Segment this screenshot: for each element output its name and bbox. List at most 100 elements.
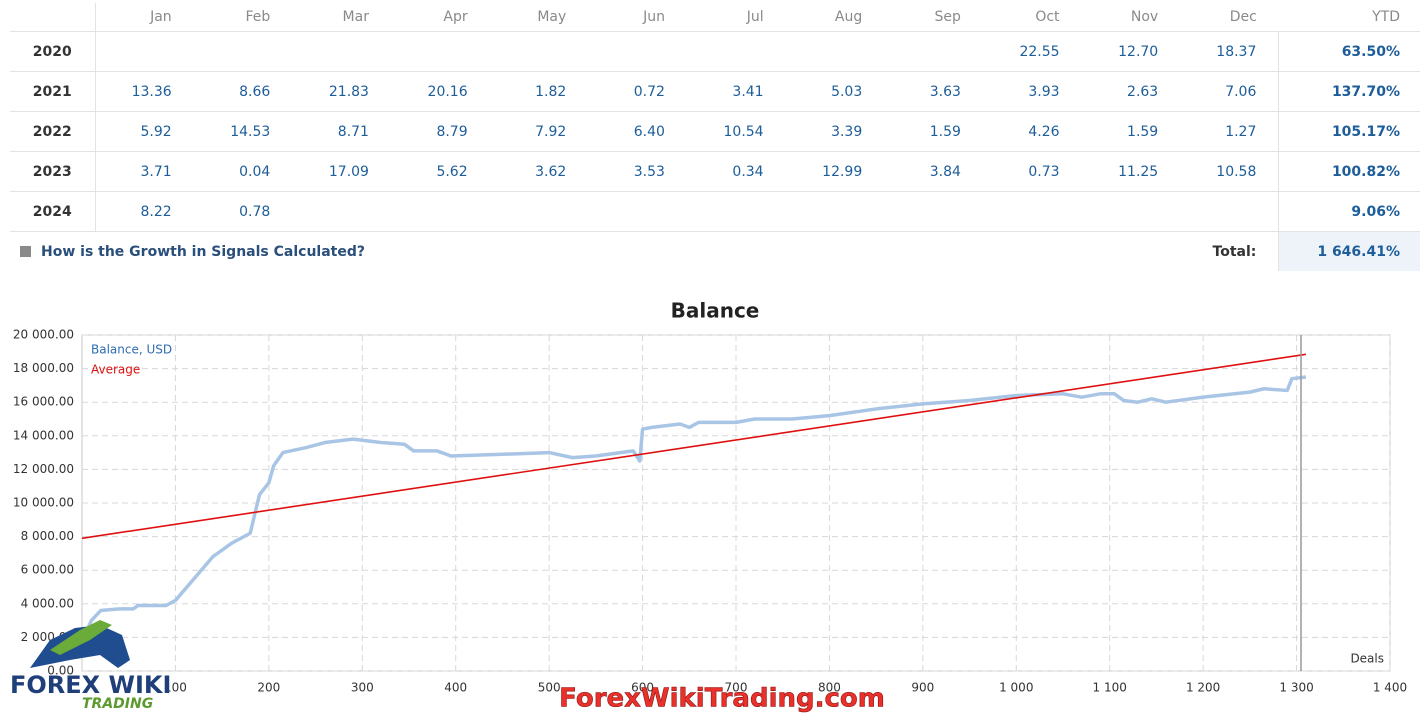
month-value [292,191,391,232]
month-header: Aug [785,3,885,32]
month-value: 18.37 [1180,31,1279,72]
month-value: 3.53 [588,151,687,192]
x-tick-label: 500 [538,681,561,695]
x-tick-label: 1 400 [1373,681,1407,695]
help-cell: How is the Growth in Signals Calculated? [10,232,983,272]
month-value: 8.22 [95,191,194,232]
logo-bull [30,625,130,668]
x-tick-label: 1 000 [999,681,1033,695]
y-tick-label: 20 000.00 [13,328,74,342]
legend-label: Average [91,363,140,377]
y-tick-label: 14 000.00 [13,428,74,442]
month-header: Jan [95,3,194,32]
logo-sub: TRADING [82,696,153,712]
logo: FOREX WIKI TRADING [10,620,171,712]
x-tick-label: 100 [164,681,187,695]
month-value [588,31,687,72]
month-value: 22.55 [982,31,1082,72]
month-value: 17.09 [292,151,391,192]
chart: Balance Deals 0.002 000.004 000.006 000.… [10,299,1407,714]
corner [10,3,96,32]
month-value: 0.78 [193,191,293,232]
month-value: 1.82 [489,71,589,112]
month-value [884,31,983,72]
month-value [785,31,885,72]
month-value: 7.06 [1180,71,1279,112]
help-link[interactable]: How is the Growth in Signals Calculated? [41,243,365,260]
month-header: Dec [1180,3,1279,32]
month-value: 11.25 [1081,151,1181,192]
x-tick-label: 200 [257,681,280,695]
month-value: 5.62 [390,151,490,192]
legend: Balance, USD Average [91,343,172,377]
year: 2021 [10,71,96,112]
month-value: 1.59 [1081,111,1181,152]
month-header: May [489,3,589,32]
month-value: 13.36 [95,71,194,112]
month-value: 10.58 [1180,151,1279,192]
month-header: Jul [686,3,786,32]
month-value [292,31,391,72]
month-value [884,191,983,232]
returns-table: Jan Feb Mar Apr May Jun Jul Aug Sep Oct Nov Dec YTD … [10,3,1420,271]
month-value [982,191,1082,232]
month-header: Oct [982,3,1082,32]
month-value: 10.54 [686,111,786,152]
year-row: 2021 13.36 8.66 21.83 20.16 1.82 0.72 3.41 5.03 3… [10,71,1420,112]
logo-arrow [50,620,112,655]
month-header: Feb [193,3,293,32]
y-tick-label: 4 000.00 [21,596,74,610]
footer-row: How is the Growth in Signals Calculated?… [10,231,1420,272]
month-value: 3.62 [489,151,589,192]
month-value: 0.73 [982,151,1082,192]
month-header: Mar [292,3,391,32]
month-value [489,191,589,232]
ytd-value: 100.82% [1278,151,1420,192]
month-value [193,31,293,72]
x-tick-label: 700 [725,681,748,695]
logo-text: FOREX WIKI [10,671,171,699]
year-row: 2023 3.71 0.04 17.09 5.62 3.62 3.53 0.34 12.99 3.… [10,151,1420,192]
x-tick-label: 800 [818,681,841,695]
month-value: 3.39 [785,111,885,152]
year: 2020 [10,31,96,72]
year-row: 2022 5.92 14.53 8.71 8.79 7.92 6.40 10.54 3.39 1.… [10,111,1420,152]
month-value: 5.92 [95,111,194,152]
x-tick-label: 600 [631,681,654,695]
ytd-value: 9.06% [1278,191,1420,232]
month-header: Nov [1081,3,1181,32]
x-tick-label: 400 [444,681,467,695]
year-row: 2020 22.55 12.70 18.37 63.50% [10,31,1420,72]
x-tick-label: 1 100 [1093,681,1127,695]
x-tick-label: 1 200 [1186,681,1220,695]
month-value: 1.59 [884,111,983,152]
month-header: Apr [390,3,490,32]
total-value: 1 646.41% [1278,231,1420,271]
month-value: 3.63 [884,71,983,112]
month-value: 3.41 [686,71,786,112]
y-tick-label: 0.00 [47,664,74,678]
month-value: 7.92 [489,111,589,152]
month-value: 8.66 [193,71,293,112]
x-tick-label: 900 [911,681,934,695]
y-tick-label: 10 000.00 [13,496,74,510]
x-axis-label: Deals [1350,652,1384,666]
month-value: 14.53 [193,111,293,152]
month-value: 21.83 [292,71,391,112]
watermark-site: ForexWikiTrading.com [559,684,885,714]
y-tick-label: 8 000.00 [21,529,74,543]
month-value: 0.72 [588,71,687,112]
y-tick-label: 16 000.00 [13,395,74,409]
year: 2022 [10,111,96,152]
month-value: 12.99 [785,151,885,192]
month-value: 6.40 [588,111,687,152]
year: 2024 [10,191,96,232]
month-value: 3.71 [95,151,194,192]
ytd-value: 137.70% [1278,71,1420,112]
year: 2023 [10,151,96,192]
month-value: 12.70 [1081,31,1181,72]
month-value: 20.16 [390,71,490,112]
month-value [1081,191,1181,232]
